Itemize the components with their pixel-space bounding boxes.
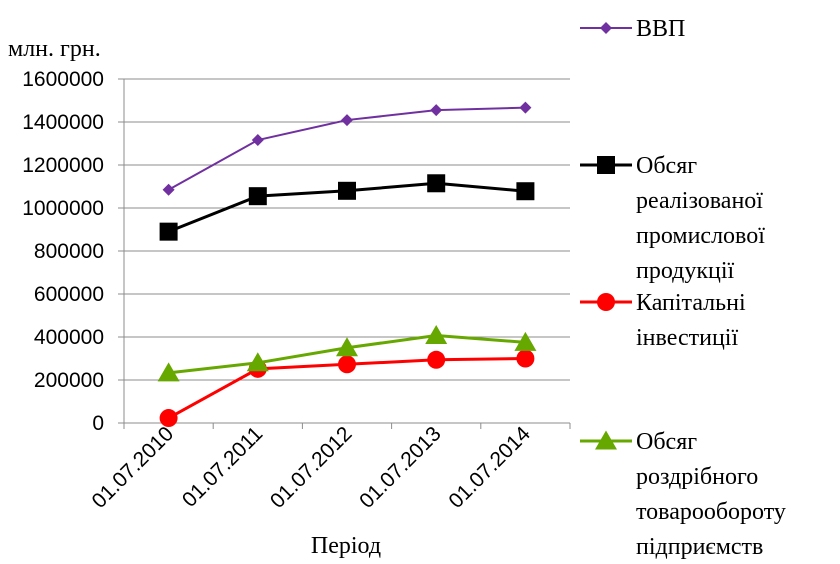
- legend-label: Капітальні: [636, 290, 746, 316]
- data-point: [516, 182, 535, 201]
- legend-label: ВВП: [636, 16, 685, 42]
- data-point: [159, 409, 178, 428]
- axes: [118, 78, 571, 429]
- legend-label: промислової: [636, 223, 765, 249]
- grid-lines: [124, 78, 570, 381]
- x-tick-label: 01.07.2014: [444, 422, 535, 513]
- data-point: [341, 114, 353, 127]
- legend-label: Обсяг: [636, 153, 697, 179]
- data-point: [597, 156, 615, 174]
- x-tick-label: 01.07.2010: [88, 422, 179, 513]
- series-3: [157, 324, 537, 382]
- data-point: [597, 293, 615, 311]
- y-axis-ticks: 0 200000 400000 600000 800000 1000000 1200000 1…: [22, 68, 104, 435]
- data-point: [595, 430, 617, 450]
- series-lines: [157, 101, 537, 428]
- data-point: [514, 331, 537, 351]
- y-tick-label: 1000000: [22, 197, 104, 220]
- data-point: [157, 362, 180, 382]
- series-0: [162, 101, 532, 196]
- legend-label: реалізованої: [636, 188, 763, 214]
- x-axis-label: Період: [311, 533, 381, 559]
- data-point: [162, 183, 175, 196]
- data-point: [159, 222, 178, 241]
- legend-item: ВВП: [580, 16, 685, 42]
- y-tick-label: 200000: [34, 369, 104, 392]
- legend-label: Обсяг: [636, 429, 697, 455]
- y-tick-label: 800000: [34, 240, 104, 263]
- legend-label: товарообороту: [636, 499, 786, 525]
- data-point: [425, 324, 448, 344]
- legend-item: Капітальні інвестиції: [580, 290, 746, 351]
- y-tick-label: 1400000: [22, 111, 104, 134]
- data-point: [336, 337, 358, 357]
- data-point: [338, 355, 356, 374]
- data-point: [246, 352, 269, 372]
- data-point: [427, 350, 446, 369]
- legend-item: Обсяг роздрібного товарообороту підприємств: [580, 429, 786, 560]
- legend-label: продукції: [636, 258, 735, 284]
- legend-label: підприємств: [636, 534, 763, 560]
- data-point: [430, 104, 443, 117]
- legend-label: інвестиції: [636, 325, 738, 351]
- y-tick-label: 400000: [34, 326, 104, 349]
- legend-item: Обсяг реалізованої промислової продукції: [580, 153, 765, 284]
- x-tick-label: 01.07.2013: [355, 422, 446, 513]
- legend-label: роздрібного: [636, 464, 758, 490]
- x-axis-ticks: 01.07.2010 01.07.201101.07.201201.07.2013…: [88, 422, 536, 513]
- x-tick-label: 01.07.2012: [266, 422, 357, 513]
- data-point: [519, 101, 532, 114]
- data-point: [248, 187, 267, 206]
- data-point: [427, 174, 446, 193]
- series-2: [159, 349, 535, 428]
- data-point: [338, 181, 356, 200]
- y-tick-label: 1200000: [22, 154, 104, 177]
- data-point: [600, 22, 612, 34]
- x-tick-label: 01.07.2011: [178, 422, 267, 511]
- series-1: [159, 174, 535, 241]
- y-axis-label: млн. грн.: [8, 36, 101, 62]
- legend: ВВП Обсяг реалізованої промислової продукції…: [580, 16, 786, 560]
- y-tick-label: 0: [92, 412, 104, 435]
- y-tick-label: 600000: [34, 283, 104, 306]
- data-point: [251, 134, 264, 147]
- data-point: [516, 349, 535, 368]
- y-tick-label: 1600000: [22, 68, 104, 91]
